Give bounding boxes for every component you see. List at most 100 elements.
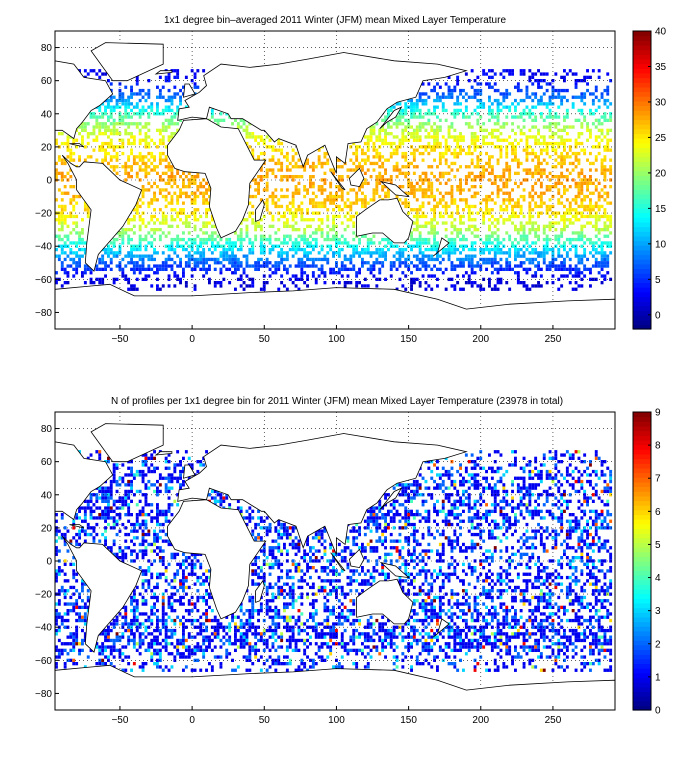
bin-cell [505,261,509,265]
bin-cell [277,261,281,265]
bin-cell [329,191,333,195]
bin-cell [563,244,566,248]
bin-cell [467,165,471,169]
bin-cell [597,194,601,199]
bin-cell [424,194,428,199]
bin-cell [121,231,125,235]
bin-cell [450,201,454,205]
bin-cell [600,281,604,285]
bin-cell [208,277,211,282]
bin-cell [130,247,133,252]
bin-cell [519,98,523,103]
bin-cell [589,181,592,186]
bin-cell [424,247,428,252]
bin-cell [514,237,517,242]
bin-cell [508,234,512,238]
bin-cell [404,261,408,265]
bin-cell [112,108,116,113]
bin-cell [121,267,125,272]
bin-cell [444,141,448,146]
bin-cell [516,141,520,146]
bin-cell [421,237,425,242]
bin-cell [259,224,263,229]
bin-cell [101,277,105,282]
bin-cell [580,122,584,126]
bin-cell [115,98,119,103]
bin-cell [485,141,488,146]
bin-cell [522,496,526,500]
bin-cell [161,251,165,255]
bin-cell [291,274,295,278]
bin-cell [557,188,561,192]
bin-cell [147,128,151,133]
bin-cell [554,473,558,477]
bin-cell [551,115,555,119]
bin-cell [597,151,601,156]
bin-cell [378,194,382,199]
bin-cell [205,261,208,265]
bin-cell [560,165,564,169]
bin-cell [531,151,535,156]
bin-cell [395,118,399,123]
bin-cell [366,155,370,159]
bin-cell [603,112,607,116]
bin-cell [375,175,379,179]
bin-cell [179,257,182,262]
bin-cell [60,224,64,229]
bin-cell [537,138,540,142]
bin-cell [173,251,177,255]
bin-cell [438,95,442,99]
bin-cell [161,231,165,235]
bin-cell [580,108,584,113]
bin-cell [444,469,448,474]
bin-cell [438,198,442,202]
bin-cell [115,171,119,176]
bin-cell [352,161,356,166]
bin-cell [459,185,462,189]
bin-cell [589,132,592,136]
bin-cell [135,469,139,474]
bin-cell [447,486,451,490]
bin-cell [430,267,434,272]
bin-cell [594,118,598,123]
bin-cell [603,489,607,494]
bin-cell [482,499,486,504]
bin-cell [490,198,494,202]
bin-cell [193,287,197,291]
bin-cell [228,257,232,262]
bin-cell [464,237,468,242]
bin-cell [551,148,555,152]
bin-cell [271,145,275,149]
bin-cell [531,98,535,103]
bin-cell [568,473,572,477]
bin-cell [158,208,162,212]
bin-cell [398,115,402,119]
bin-cell [297,244,301,248]
bin-cell [262,274,266,278]
bin-cell [66,281,70,285]
bin-cell [600,188,604,192]
bin-cell [603,88,607,93]
bin-cell [60,221,64,225]
bin-cell [170,476,174,480]
bin-cell [81,218,84,222]
bin-cell [337,247,341,252]
bin-cell [548,125,552,129]
bin-cell [144,486,148,490]
bin-cell [182,237,185,242]
coastline [348,167,365,188]
bin-cell [285,155,289,159]
bin-cell [156,228,159,232]
bin-cell [459,244,462,248]
bin-cell [514,85,517,89]
bin-cell [205,208,208,212]
bin-cell [216,499,220,504]
bin-cell [505,151,509,156]
bin-cell [433,85,436,89]
bin-cell [167,79,171,83]
bin-cell [55,171,58,176]
bin-cell [147,171,151,176]
bin-cell [109,155,113,159]
bin-cell [78,247,81,252]
bin-cell [352,141,356,146]
